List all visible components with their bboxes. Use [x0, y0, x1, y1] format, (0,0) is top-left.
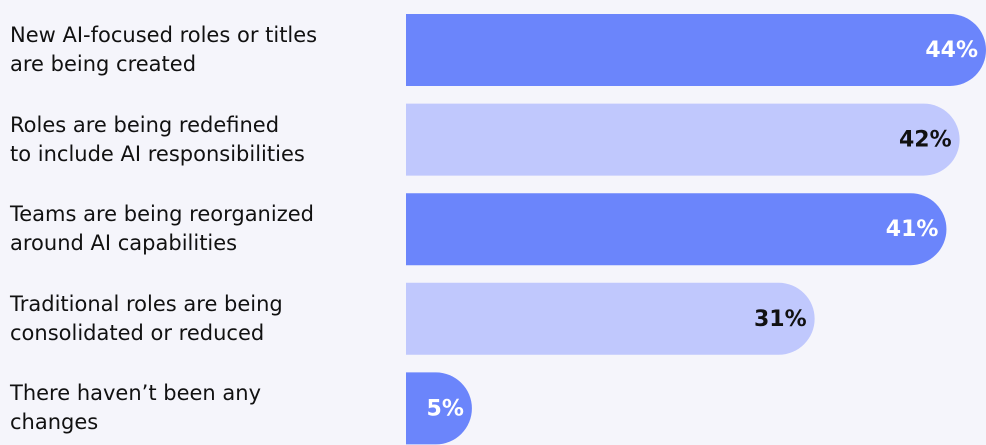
value-label: 44%: [925, 38, 978, 63]
value-label: 31%: [754, 307, 807, 332]
bar: [406, 282, 815, 355]
category-label: Roles are being redefined to include AI …: [10, 112, 305, 166]
category-label: Teams are being reorganized around AI ca…: [10, 202, 314, 256]
category-label: There haven’t been any changes: [10, 381, 262, 435]
category-label: New AI-focused roles or titles are being…: [10, 23, 318, 76]
bar: [406, 14, 986, 86]
value-label: 41%: [886, 217, 939, 242]
bar: [406, 193, 947, 266]
bar: [406, 103, 960, 176]
category-label: Traditional roles are being consolidated…: [10, 291, 283, 345]
value-label: 42%: [899, 128, 952, 153]
value-label: 5%: [427, 396, 464, 421]
bar: [406, 372, 472, 445]
